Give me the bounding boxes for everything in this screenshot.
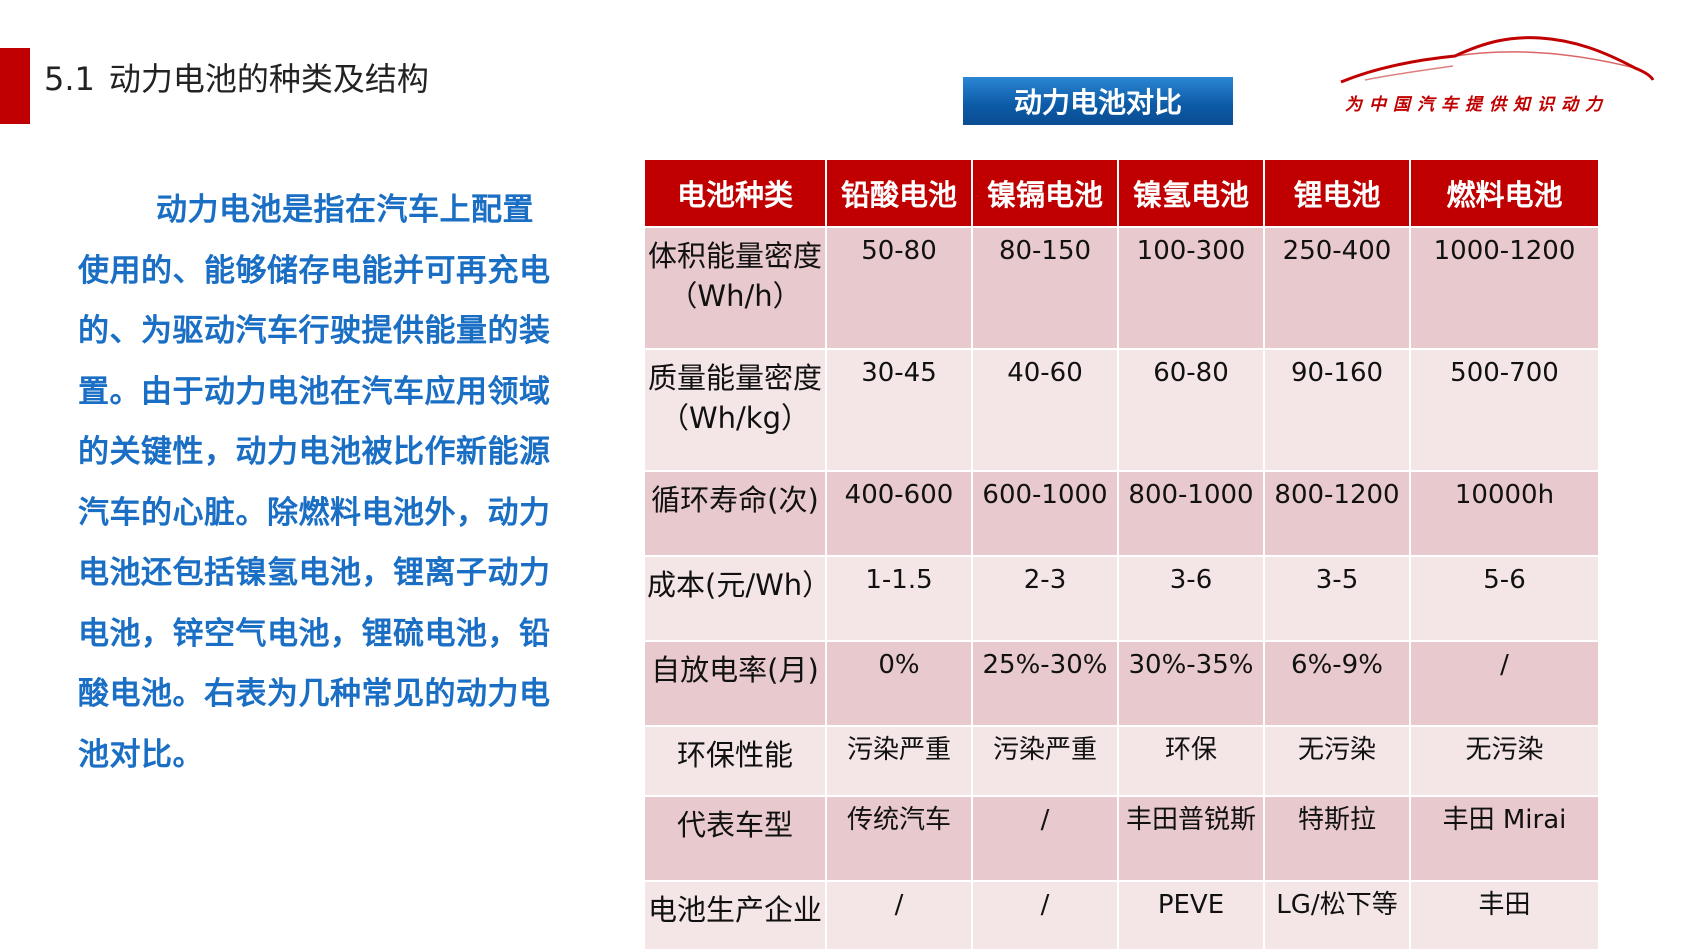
table-row: 体积能量密度（Wh/h） 50-80 80-150 100-300 250-40…: [643, 226, 1598, 350]
table-cell: /: [825, 880, 973, 949]
table-cell: 250-400: [1263, 226, 1411, 350]
battery-comparison-table-wrapper: 电池种类 铅酸电池 镍镉电池 镍氢电池 锂电池 燃料电池 体积能量密度（Wh/h…: [643, 158, 1598, 949]
table-cell: 传统汽车: [825, 795, 973, 882]
table-cell: 30-45: [825, 348, 973, 472]
table-cell: 特斯拉: [1263, 795, 1411, 882]
table-cell: 丰田普锐斯: [1117, 795, 1265, 882]
table-cell: /: [971, 880, 1119, 949]
table-cell: 6%-9%: [1263, 640, 1411, 727]
row-label: 质量能量密度（Wh/kg）: [643, 348, 827, 472]
table-cell: 3-6: [1117, 555, 1265, 642]
intro-paragraph: 动力电池是指在汽车上配置使用的、能够储存电能并可再充电的、为驱动汽车行驶提供能量…: [78, 192, 551, 773]
table-row: 质量能量密度（Wh/kg） 30-45 40-60 60-80 90-160 5…: [643, 348, 1598, 472]
table-cell: 2-3: [971, 555, 1119, 642]
table-cell: 30%-35%: [1117, 640, 1265, 727]
table-cell: 0%: [825, 640, 973, 727]
table-cell: 50-80: [825, 226, 973, 350]
table-row: 成本(元/Wh） 1-1.5 2-3 3-6 3-5 5-6: [643, 555, 1598, 642]
table-cell: 500-700: [1409, 348, 1598, 472]
table-cell: 800-1200: [1263, 470, 1411, 557]
header-cell: 镍氢电池: [1117, 158, 1265, 228]
table-cell: 100-300: [1117, 226, 1265, 350]
header-cell: 燃料电池: [1409, 158, 1598, 228]
table-cell: 丰田: [1409, 880, 1598, 949]
row-label: 体积能量密度（Wh/h）: [643, 226, 827, 350]
table-cell: 无污染: [1263, 725, 1411, 797]
accent-bar: [0, 48, 30, 124]
table-header-row: 电池种类 铅酸电池 镍镉电池 镍氢电池 锂电池 燃料电池: [643, 158, 1598, 228]
table-cell: LG/松下等: [1263, 880, 1411, 949]
row-label: 自放电率(月): [643, 640, 827, 727]
header-cell: 电池种类: [643, 158, 827, 228]
header-cell: 锂电池: [1263, 158, 1411, 228]
table-cell: 环保: [1117, 725, 1265, 797]
battery-comparison-table: 电池种类 铅酸电池 镍镉电池 镍氢电池 锂电池 燃料电池 体积能量密度（Wh/h…: [643, 158, 1598, 949]
table-cell: 400-600: [825, 470, 973, 557]
logo-slogan: 为中国汽车提供知识动力: [1345, 95, 1609, 115]
comparison-badge: 动力电池对比: [963, 77, 1233, 125]
section-number: 5.1: [44, 60, 95, 98]
car-silhouette-icon: [1340, 36, 1655, 84]
table-row: 循环寿命(次) 400-600 600-1000 800-1000 800-12…: [643, 470, 1598, 557]
row-label: 循环寿命(次): [643, 470, 827, 557]
row-label: 代表车型: [643, 795, 827, 882]
section-title: 5.1 动力电池的种类及结构: [44, 58, 444, 100]
table-cell: 1000-1200: [1409, 226, 1598, 350]
table-cell: 污染严重: [971, 725, 1119, 797]
table-cell: 10000h: [1409, 470, 1598, 557]
table-cell: 600-1000: [971, 470, 1119, 557]
table-cell: 5-6: [1409, 555, 1598, 642]
section-title-text: 动力电池的种类及结构: [108, 60, 429, 98]
brand-logo: 为中国汽车提供知识动力: [1335, 30, 1655, 120]
table-row: 电池生产企业 / / PEVE LG/松下等 丰田: [643, 880, 1598, 949]
table-cell: PEVE: [1117, 880, 1265, 949]
table-cell: 40-60: [971, 348, 1119, 472]
table-row: 环保性能 污染严重 污染严重 环保 无污染 无污染: [643, 725, 1598, 797]
row-label: 成本(元/Wh）: [643, 555, 831, 642]
table-cell: 60-80: [1117, 348, 1265, 472]
header-cell: 镍镉电池: [971, 158, 1119, 228]
table-cell: 800-1000: [1117, 470, 1265, 557]
table-row: 自放电率(月) 0% 25%-30% 30%-35% 6%-9% /: [643, 640, 1598, 727]
table-cell: 无污染: [1409, 725, 1598, 797]
table-cell: 25%-30%: [971, 640, 1119, 727]
table-cell: 丰田 Mirai: [1409, 795, 1598, 882]
row-label: 环保性能: [643, 725, 827, 797]
table-cell: 90-160: [1263, 348, 1411, 472]
table-cell: /: [1409, 640, 1598, 727]
table-cell: 3-5: [1263, 555, 1411, 642]
table-cell: 1-1.5: [825, 555, 973, 642]
table-cell: 80-150: [971, 226, 1119, 350]
table-cell: /: [971, 795, 1119, 882]
table-row: 代表车型 传统汽车 / 丰田普锐斯 特斯拉 丰田 Mirai: [643, 795, 1598, 882]
table-cell: 污染严重: [825, 725, 973, 797]
row-label: 电池生产企业: [643, 880, 827, 949]
header-cell: 铅酸电池: [825, 158, 973, 228]
